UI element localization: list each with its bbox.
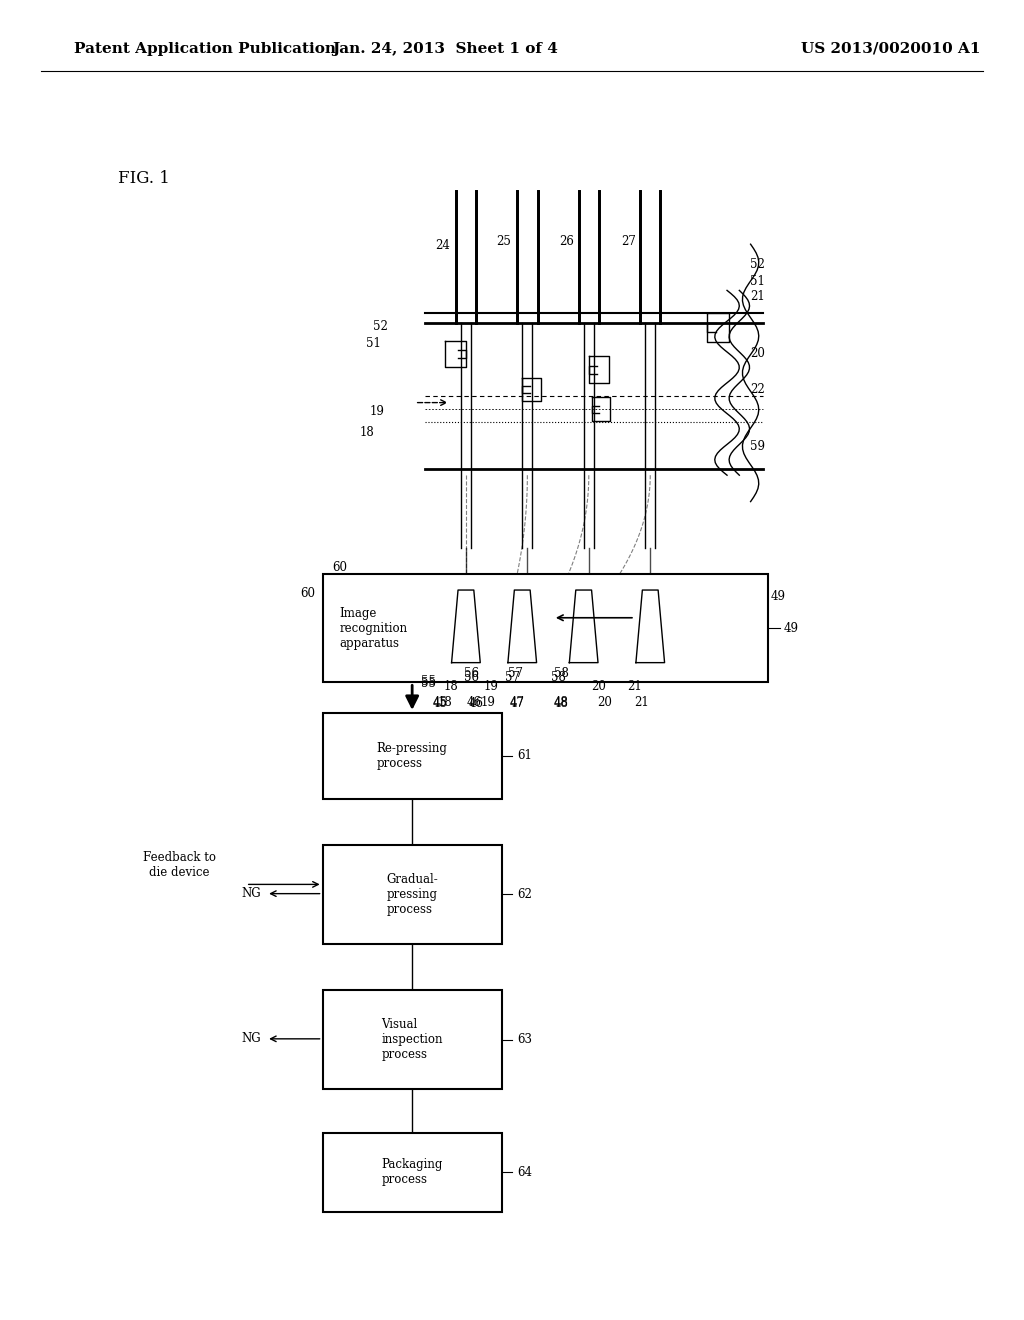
- Text: 55: 55: [421, 675, 435, 688]
- Text: 49: 49: [783, 622, 799, 635]
- Text: 18: 18: [443, 680, 458, 693]
- Text: 62: 62: [517, 888, 532, 900]
- Text: Image
recognition
apparatus: Image recognition apparatus: [340, 607, 408, 649]
- Text: Gradual-
pressing
process: Gradual- pressing process: [386, 873, 438, 916]
- Polygon shape: [569, 590, 598, 663]
- Text: 26: 26: [559, 235, 573, 248]
- Text: 20: 20: [751, 347, 765, 360]
- Text: 60: 60: [300, 587, 315, 601]
- Text: FIG. 1: FIG. 1: [118, 170, 170, 186]
- Text: NG: NG: [242, 1032, 261, 1045]
- Text: 48: 48: [554, 697, 568, 710]
- Text: 19: 19: [370, 405, 384, 418]
- Text: Packaging
process: Packaging process: [382, 1158, 442, 1187]
- Text: 61: 61: [517, 750, 532, 762]
- Text: 27: 27: [622, 235, 636, 248]
- Text: Re-pressing
process: Re-pressing process: [377, 742, 447, 770]
- Text: 21: 21: [628, 680, 642, 693]
- Text: NG: NG: [242, 887, 261, 900]
- Text: Jan. 24, 2013  Sheet 1 of 4: Jan. 24, 2013 Sheet 1 of 4: [333, 42, 558, 55]
- Text: 56: 56: [464, 667, 478, 680]
- Bar: [323, 713, 502, 799]
- Bar: [323, 574, 768, 682]
- Text: 58: 58: [554, 667, 568, 680]
- Text: 55: 55: [421, 677, 435, 690]
- Text: 52: 52: [751, 257, 765, 271]
- Text: 59: 59: [751, 440, 765, 453]
- Polygon shape: [636, 590, 665, 663]
- Text: Feedback to
die device: Feedback to die device: [142, 850, 216, 879]
- Text: 52: 52: [374, 319, 388, 333]
- Text: 45: 45: [433, 697, 447, 710]
- Polygon shape: [508, 590, 537, 663]
- Text: 48: 48: [554, 696, 568, 709]
- Bar: [323, 1133, 502, 1212]
- Text: 19: 19: [481, 696, 496, 709]
- Text: 49: 49: [771, 590, 785, 603]
- Text: 45: 45: [433, 696, 447, 709]
- Text: 47: 47: [510, 696, 524, 709]
- Text: 57: 57: [508, 667, 522, 680]
- Text: 25: 25: [497, 235, 511, 248]
- Text: 22: 22: [751, 383, 765, 396]
- Text: 47: 47: [510, 697, 524, 710]
- Text: 24: 24: [435, 239, 450, 252]
- Text: 51: 51: [367, 337, 381, 350]
- Text: 57: 57: [505, 671, 519, 684]
- Text: 21: 21: [635, 696, 649, 709]
- Text: Patent Application Publication: Patent Application Publication: [74, 42, 336, 55]
- Text: 18: 18: [438, 696, 453, 709]
- Text: 63: 63: [517, 1034, 532, 1045]
- Text: 51: 51: [751, 275, 765, 288]
- Text: 64: 64: [517, 1166, 532, 1179]
- Bar: [323, 990, 502, 1089]
- Text: 46: 46: [469, 697, 483, 710]
- Text: 60: 60: [333, 561, 347, 574]
- Text: 18: 18: [359, 426, 374, 440]
- Text: Visual
inspection
process: Visual inspection process: [381, 1018, 443, 1061]
- Polygon shape: [452, 590, 480, 663]
- Text: 56: 56: [464, 671, 478, 684]
- Text: 20: 20: [597, 696, 611, 709]
- Text: US 2013/0020010 A1: US 2013/0020010 A1: [801, 42, 981, 55]
- Bar: [323, 845, 502, 944]
- Text: 19: 19: [484, 680, 499, 693]
- Text: 46: 46: [467, 696, 481, 709]
- Text: 58: 58: [551, 671, 565, 684]
- Text: 21: 21: [751, 290, 765, 304]
- Text: 20: 20: [592, 680, 606, 693]
